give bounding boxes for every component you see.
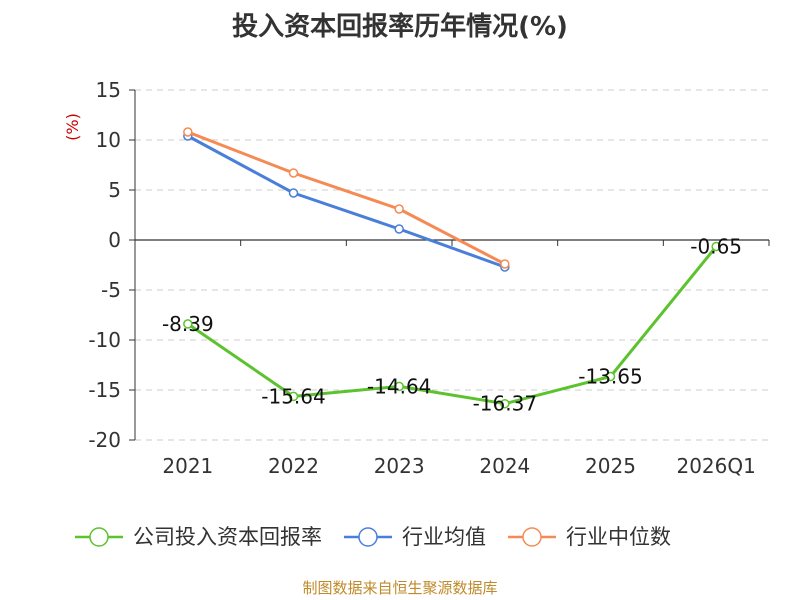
- data-label: -15.64: [261, 384, 325, 408]
- y-tick-label: -5: [101, 278, 121, 302]
- legend-item-0[interactable]: 公司投入资本回报率: [75, 525, 322, 549]
- data-label: -8.39: [162, 312, 214, 336]
- grid: [135, 89, 769, 441]
- x-tick-label: 2022: [268, 454, 319, 478]
- data-point[interactable]: [394, 381, 404, 392]
- series-line-2: [187, 130, 506, 266]
- legend-label: 行业均值: [402, 525, 486, 549]
- y-tick-label: -15: [88, 378, 121, 402]
- data-point[interactable]: [605, 371, 616, 382]
- data-point[interactable]: [500, 398, 510, 409]
- data-point[interactable]: [500, 259, 510, 269]
- y-tick-label: 0: [108, 228, 121, 252]
- axes: 15 10 5 0 -5 -10 -15 -20 2021 2022 2023 2024 2025 202…: [88, 78, 770, 478]
- legend-label: 公司投入资本回报率: [133, 525, 322, 549]
- legend-label: 行业中位数: [566, 525, 671, 549]
- chart-title: 投入资本回报率历年情况(%): [232, 11, 568, 42]
- legend[interactable]: 公司投入资本回报率 行业均值 行业中位数: [75, 525, 671, 549]
- x-tick-label: 2026Q1: [676, 454, 755, 478]
- data-point[interactable]: [288, 188, 299, 198]
- x-tick-label: 2021: [162, 454, 213, 478]
- data-point[interactable]: [394, 224, 404, 234]
- data-point[interactable]: [183, 127, 193, 137]
- data-point[interactable]: [183, 319, 193, 329]
- series-line-0: [186, 245, 718, 406]
- y-axis-label: (%): [63, 113, 82, 141]
- legend-marker: [522, 527, 542, 547]
- y-tick-label: 15: [96, 78, 121, 102]
- legend-marker: [358, 527, 378, 547]
- x-tick-label: 2024: [479, 454, 530, 478]
- data-label: -13.65: [578, 365, 642, 389]
- data-point[interactable]: [288, 391, 299, 402]
- legend-item-1[interactable]: 行业均值: [344, 525, 486, 549]
- data-labels: -8.39 -15.64 -14.64 -16.37 -13.65 -0.65: [162, 235, 742, 416]
- x-tick-label: 2023: [374, 454, 425, 478]
- data-point[interactable]: [711, 241, 721, 252]
- legend-marker: [89, 527, 109, 547]
- source-note: 制图数据来自恒生聚源数据库: [302, 579, 497, 597]
- data-label: -14.64: [367, 374, 431, 398]
- data-point[interactable]: [394, 204, 404, 214]
- data-label: -16.37: [473, 392, 537, 416]
- legend-item-2[interactable]: 行业中位数: [508, 525, 671, 549]
- data-label: -0.65: [690, 235, 742, 259]
- x-tick-label: 2025: [585, 454, 636, 478]
- y-tick-label: -20: [88, 428, 121, 452]
- y-tick-label: 5: [108, 178, 121, 202]
- series-line-1: [187, 134, 506, 269]
- y-tick-label: -10: [88, 328, 121, 352]
- series-group: [183, 127, 721, 409]
- data-point[interactable]: [288, 168, 299, 178]
- y-tick-label: 10: [96, 128, 121, 152]
